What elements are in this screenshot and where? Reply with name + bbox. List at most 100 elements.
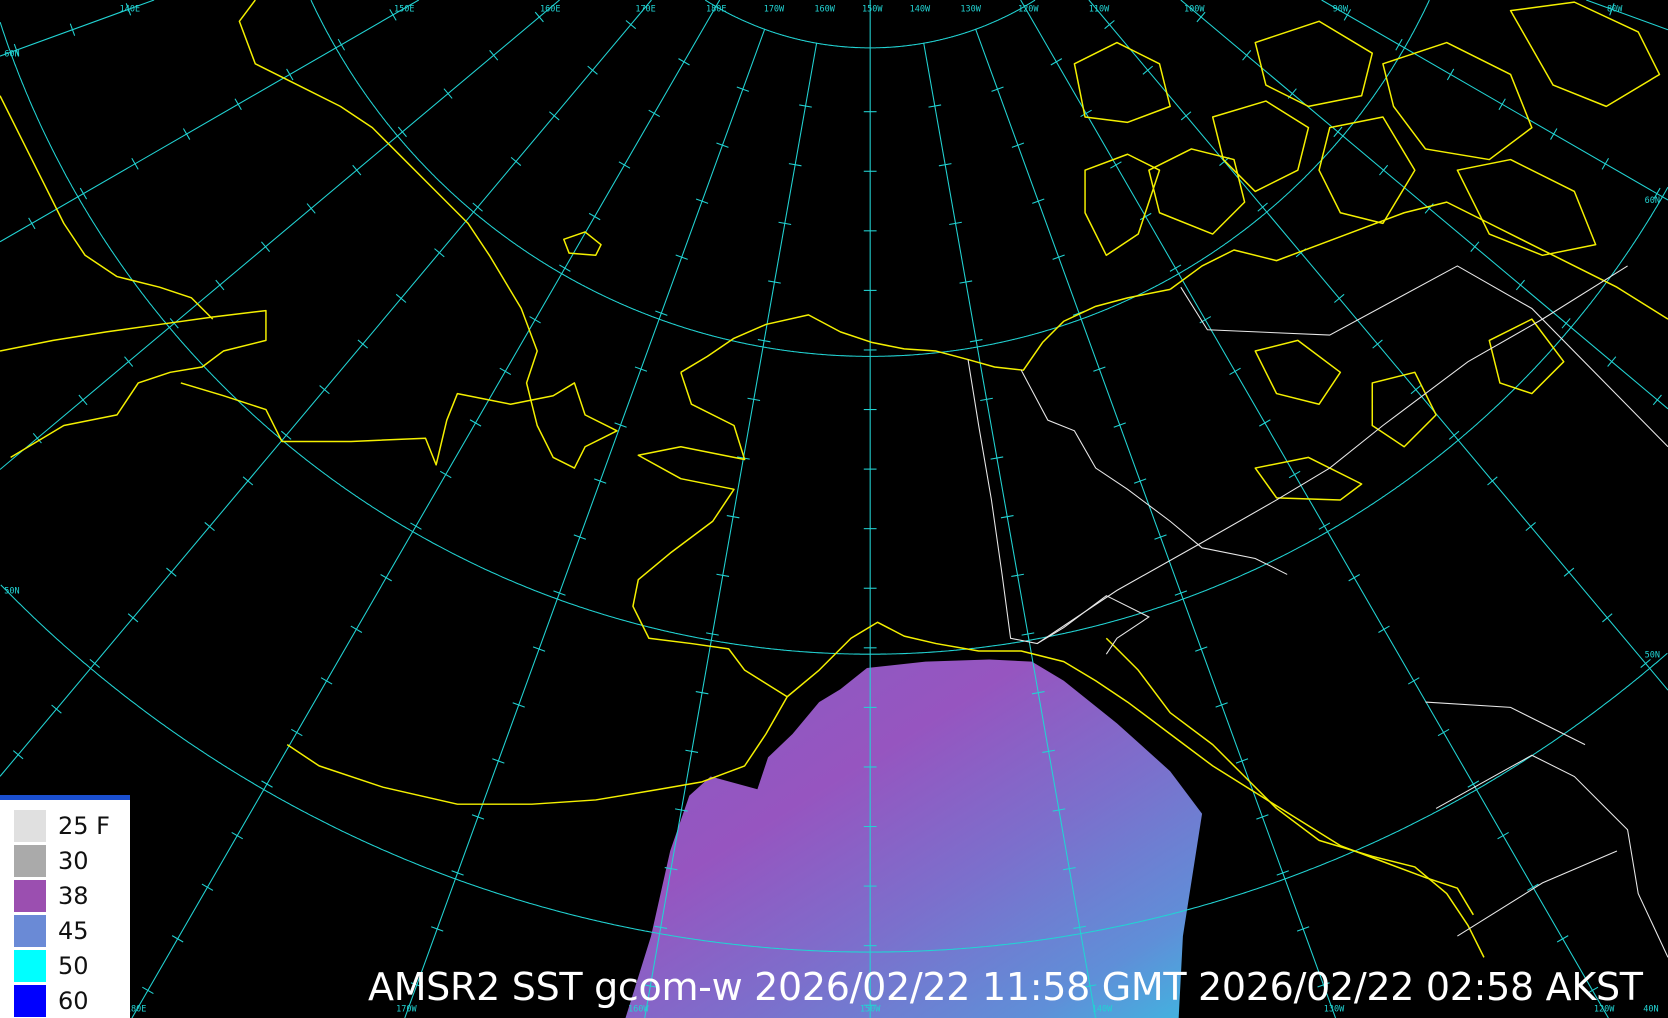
graticule-tick [1498,98,1506,111]
graticule-tick [127,613,139,623]
graticule-tick [1296,926,1310,932]
graticule-tick [559,264,571,272]
graticule-tick [618,161,631,169]
graticule-tick [788,163,802,167]
graticule-tick [675,254,688,260]
graticule-tick [634,366,648,372]
longitude-label: 170E [635,5,655,15]
graticule-tick [451,870,464,876]
graticule-tick [69,23,76,36]
longitude-label: 130W [1324,1005,1345,1015]
meridian-line [131,0,721,1018]
graticule-tick [1242,50,1252,61]
longitude-label: 170W [764,5,785,15]
graticule-tick [510,156,522,166]
canada-arctic-coastline [1169,201,1668,320]
longitude-label: 150E [394,5,414,15]
graticule-tick [1011,573,1024,577]
graticule-tick [1229,367,1241,375]
graticule-tick [980,397,993,401]
graticule-tick [716,142,729,148]
graticule-tick [337,38,346,51]
graticule-tick [1142,65,1154,75]
graticule-tick [969,339,983,343]
legend-swatch [14,880,46,912]
graticule-tick [1276,870,1289,876]
graticule-tick [1031,691,1045,695]
graticule-tick [532,646,546,652]
graticule-tick [201,883,214,891]
graticule-tick [1021,632,1035,636]
graticule-tick [492,758,505,764]
graticule-tick [726,515,740,519]
graticule-tick [1062,867,1076,871]
graticule-tick [357,339,369,349]
graticule-tick [1652,394,1662,406]
graticule-tick [588,212,601,221]
graticule-tick [938,163,952,167]
graticule-tick [655,310,668,316]
meridian-line [1321,0,1668,201]
graticule-tick [290,728,303,737]
graticule-tick [231,831,244,840]
graticule-tick [757,339,771,343]
longitude-label: 80W [1607,5,1623,15]
graticule-tick [397,126,407,138]
graticule-tick [736,86,750,92]
graticule-tick [1154,534,1167,540]
graticule-tick [1139,212,1152,221]
graticule-tick [1467,780,1480,788]
graticule-tick [1196,11,1206,23]
graticule-tick [1437,728,1450,737]
longitude-label: 170W [396,1005,417,1015]
graticule-tick [654,925,668,929]
legend-item: 38 [14,880,89,912]
graticule-tick [204,522,215,532]
meridian-line [1180,0,1668,410]
graticule-tick [799,104,812,108]
graticule-tick [1317,982,1330,988]
graticule-tick [1104,20,1115,30]
longitude-label: 40N [1643,1005,1658,1015]
graticule-tick [1487,476,1498,486]
graticule-tick [1550,128,1558,140]
graticule-tick [1378,625,1390,633]
meridian-line [0,0,652,777]
longitude-label: 110W [1089,5,1110,15]
graticule-tick [352,164,362,176]
graticule-tick [949,221,962,225]
graticule-tick [1410,385,1422,395]
longitude-label: 120W [1018,5,1039,15]
graticule-tick [678,58,690,66]
graticule-tick [350,625,363,633]
graticule-tick [1379,164,1389,176]
graticule-tick [1032,198,1045,204]
graticule-tick [1256,814,1269,820]
graticule-tick [1169,264,1182,272]
legend-swatch [14,985,46,1017]
graticule-tick [928,104,942,108]
graticule-tick [1561,318,1571,329]
graticule-tick [1334,293,1345,303]
longitude-label: 100W [1184,5,1205,15]
graticule-tick [716,573,730,577]
canada-lakes [1254,318,1565,501]
graticule-tick [1372,339,1383,349]
latitude-label: 50N [1645,650,1660,660]
graticule-tick [286,68,294,81]
graticule-tick [1113,422,1126,428]
graticule-tick [1050,58,1063,66]
longitude-label: 150W [860,1005,881,1015]
graticule-tick [778,221,792,225]
graticule-tick [1318,522,1331,530]
graticule-tick [1586,986,1599,995]
bc-coastline [1105,637,1485,958]
graticule-tick [695,691,709,695]
graticule-tick [768,280,781,284]
meridian-line [1586,0,1668,31]
graticule-tick [675,808,688,812]
legend-label: 25 F [58,812,110,840]
graticule-tick [234,98,242,111]
